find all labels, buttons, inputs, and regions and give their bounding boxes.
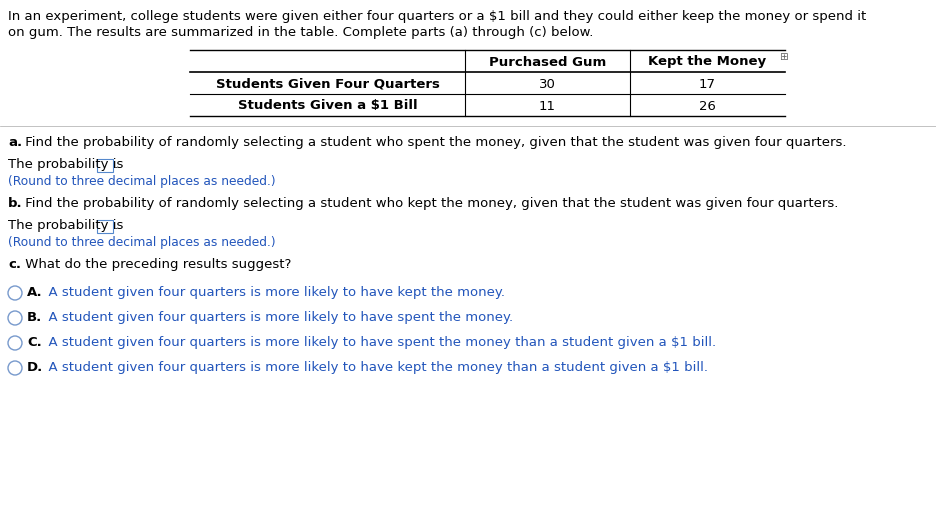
Text: The probability is: The probability is [8,158,127,171]
Text: C.: C. [27,336,42,349]
Text: Students Given Four Quarters: Students Given Four Quarters [215,78,439,90]
Text: What do the preceding results suggest?: What do the preceding results suggest? [21,258,291,271]
Text: Find the probability of randomly selecting a student who spent the money, given : Find the probability of randomly selecti… [21,136,846,149]
Text: 26: 26 [699,99,716,113]
Text: (Round to three decimal places as needed.): (Round to three decimal places as needed… [8,175,275,188]
Text: A student given four quarters is more likely to have kept the money than a stude: A student given four quarters is more li… [40,361,708,374]
Text: .: . [114,219,118,232]
Text: 30: 30 [539,78,556,90]
Text: B.: B. [27,311,42,324]
Text: 11: 11 [539,99,556,113]
Text: b.: b. [8,197,22,210]
Text: Kept the Money: Kept the Money [649,55,767,68]
Text: .: . [114,158,118,171]
Text: A student given four quarters is more likely to have spent the money than a stud: A student given four quarters is more li… [40,336,716,349]
Text: c.: c. [8,258,21,271]
Circle shape [8,286,22,300]
Circle shape [8,336,22,350]
Text: A student given four quarters is more likely to have kept the money.: A student given four quarters is more li… [40,286,505,299]
Text: D.: D. [27,361,43,374]
Text: (Round to three decimal places as needed.): (Round to three decimal places as needed… [8,236,275,249]
Text: Students Given a $1 Bill: Students Given a $1 Bill [238,99,417,113]
Text: In an experiment, college students were given either four quarters or a $1 bill : In an experiment, college students were … [8,10,866,23]
Text: on gum. The results are summarized in the table. Complete parts (a) through (c) : on gum. The results are summarized in th… [8,26,593,39]
Text: ⊞: ⊞ [779,52,788,62]
Text: A.: A. [27,286,43,299]
Text: a.: a. [8,136,22,149]
Circle shape [8,361,22,375]
Text: Find the probability of randomly selecting a student who kept the money, given t: Find the probability of randomly selecti… [21,197,839,210]
FancyBboxPatch shape [97,159,113,172]
Text: 17: 17 [699,78,716,90]
FancyBboxPatch shape [97,220,113,233]
Text: A student given four quarters is more likely to have spent the money.: A student given four quarters is more li… [40,311,513,324]
Text: Purchased Gum: Purchased Gum [489,55,607,68]
Circle shape [8,311,22,325]
Text: The probability is: The probability is [8,219,127,232]
